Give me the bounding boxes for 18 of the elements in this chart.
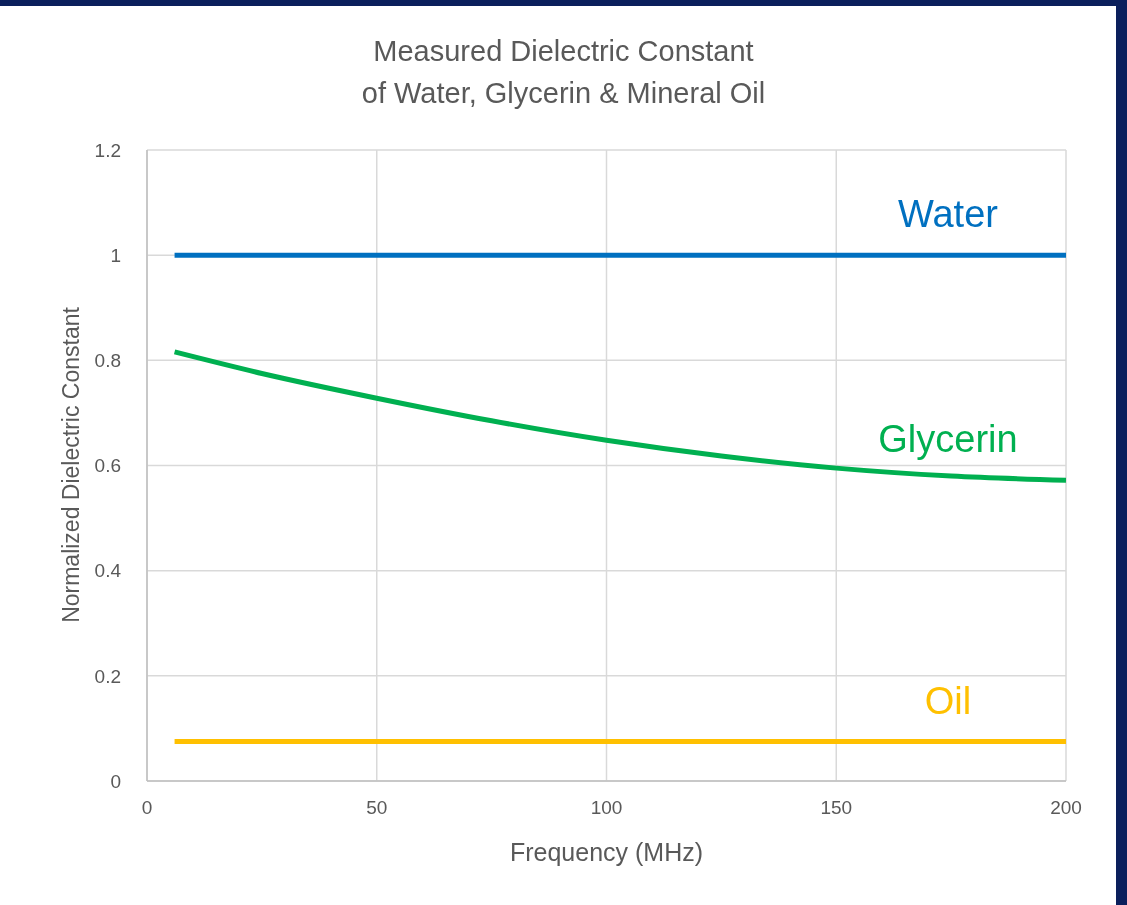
x-tick-label: 100 bbox=[590, 797, 623, 819]
series-label: Water bbox=[898, 193, 999, 236]
y-tick-label: 0.2 bbox=[94, 665, 121, 687]
y-tick-label: 0.4 bbox=[94, 560, 122, 582]
y-tick-label: 1.2 bbox=[94, 139, 121, 161]
y-tick-label: 0.8 bbox=[94, 350, 121, 372]
y-tick-label: 1 bbox=[110, 244, 121, 266]
y-axis-title: Normalized Dielectric Constant bbox=[57, 307, 85, 623]
x-tick-label: 150 bbox=[820, 797, 853, 819]
x-tick-label: 200 bbox=[1050, 797, 1082, 819]
x-tick-label: 50 bbox=[366, 797, 388, 819]
chart-title: Measured Dielectric Constant of Water, Glycerin & Mineral Oil bbox=[360, 34, 767, 111]
x-axis-title: Frequency (MHz) bbox=[508, 838, 705, 867]
y-tick-label: 0.6 bbox=[94, 455, 121, 477]
series-label: Oil bbox=[924, 679, 972, 722]
y-tick-label: 0 bbox=[110, 770, 121, 792]
series-label: Glycerin bbox=[878, 418, 1018, 461]
x-tick-label: 0 bbox=[141, 797, 153, 819]
